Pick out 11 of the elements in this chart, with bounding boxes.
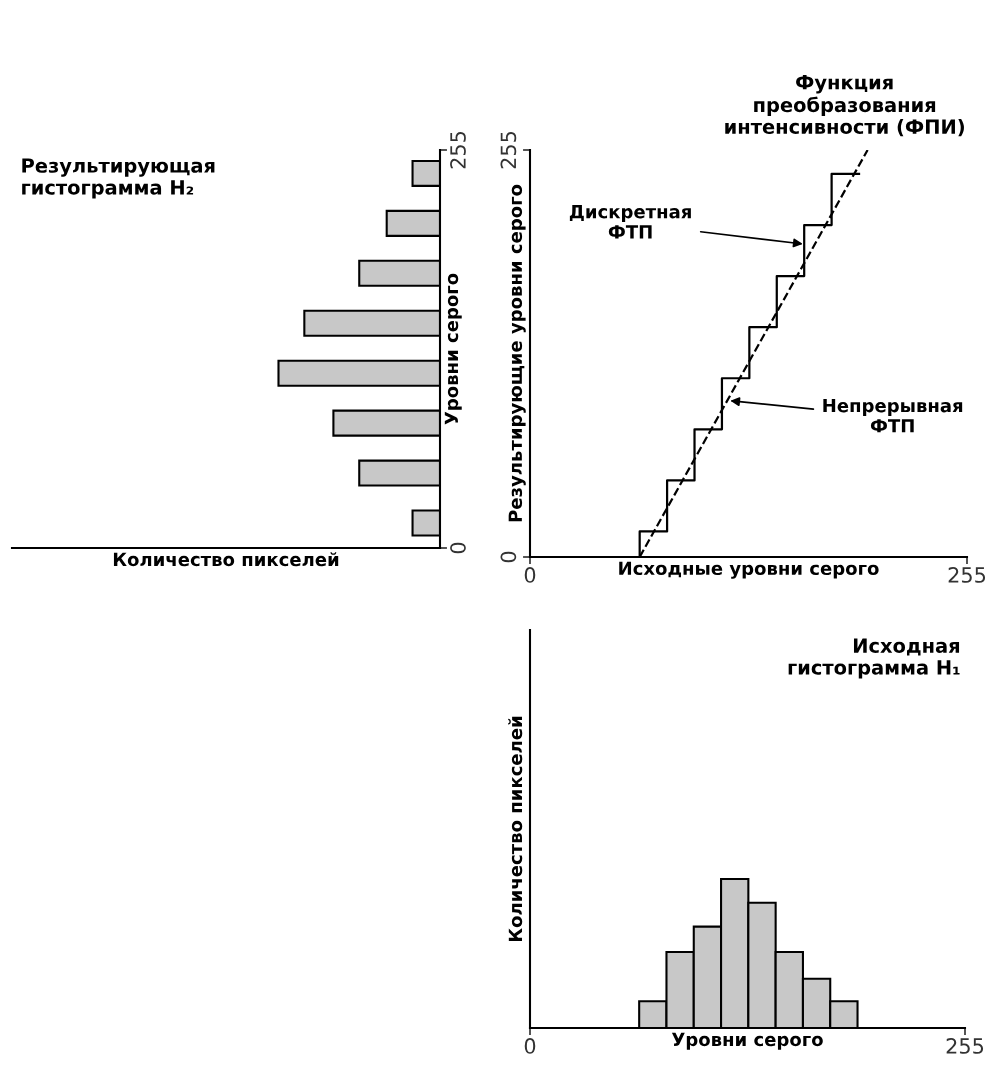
annotation: Непрерывная ФТП — [823, 398, 963, 433]
x-axis-title: Исходные уровни серого — [619, 561, 879, 579]
chart-title: Исходная гистограмма H₁ — [788, 638, 960, 679]
y-axis-title: Количество пикселей — [508, 716, 523, 942]
x-axis-title: Уровни серого — [671, 1032, 823, 1050]
y-axis-title: Уровни серого — [444, 273, 462, 425]
annotation: Дискретная ФТП — [569, 205, 691, 239]
x-axis-title: Количество пикселей — [113, 552, 339, 567]
text: Результирующая гистограмма H₂ — [22, 158, 215, 199]
y-axis-title: Результирующие уровни серого — [508, 184, 526, 522]
chart-title: Функция преобразования интенсивности (ФПИ) — [725, 75, 964, 137]
